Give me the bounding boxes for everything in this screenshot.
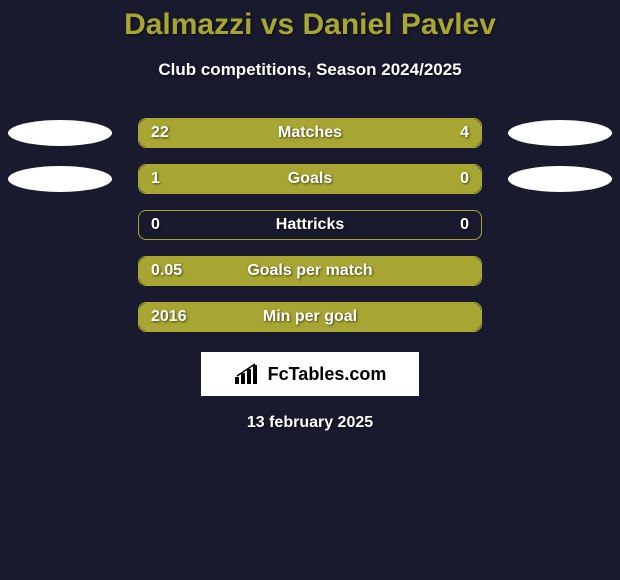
stat-label: Hattricks [276,216,344,234]
stat-label: Goals [288,170,332,188]
stat-bar-track: 0 0 Hattricks [138,210,482,240]
stat-bar-track: 2016 Min per goal [138,302,482,332]
stat-value-left: 22 [151,124,169,142]
stat-value-right: 0 [460,216,469,234]
stat-row: 22 4 Matches [0,110,620,156]
player-right-marker [508,166,612,192]
subtitle: Club competitions, Season 2024/2025 [0,60,620,80]
stat-row: 0.05 Goals per match [0,248,620,294]
player-right-marker [508,120,612,146]
player-left-marker [8,120,112,146]
stat-bar-track: 1 0 Goals [138,164,482,194]
stat-bar-fill-right [402,165,481,193]
stat-label: Matches [278,124,342,142]
stat-bar-fill-right [402,119,481,147]
player-left-marker [8,166,112,192]
stat-value-left: 0 [151,216,160,234]
stat-row: 0 0 Hattricks [0,202,620,248]
date-label: 13 february 2025 [0,414,620,432]
chart-bars-icon [234,363,262,385]
stat-value-left: 1 [151,170,160,188]
stat-value-right: 0 [460,170,469,188]
stat-bar-fill-left [139,119,402,147]
source-logo: FcTables.com [201,352,419,396]
stats-container: 22 4 Matches 1 0 Goals 0 0 Hattricks 0.05 Goals pe… [0,110,620,340]
stat-bar-track: 0.05 Goals per match [138,256,482,286]
stat-label: Min per goal [263,308,357,326]
stat-row: 1 0 Goals [0,156,620,202]
stat-value-left: 2016 [151,308,187,326]
stat-label: Goals per match [247,262,372,280]
stat-value-right: 4 [460,124,469,142]
stat-row: 2016 Min per goal [0,294,620,340]
logo-text: FcTables.com [268,364,387,385]
stat-value-left: 0.05 [151,262,182,280]
page-title: Dalmazzi vs Daniel Pavlev [0,8,620,42]
stat-bar-track: 22 4 Matches [138,118,482,148]
stat-bar-fill-left [139,165,402,193]
